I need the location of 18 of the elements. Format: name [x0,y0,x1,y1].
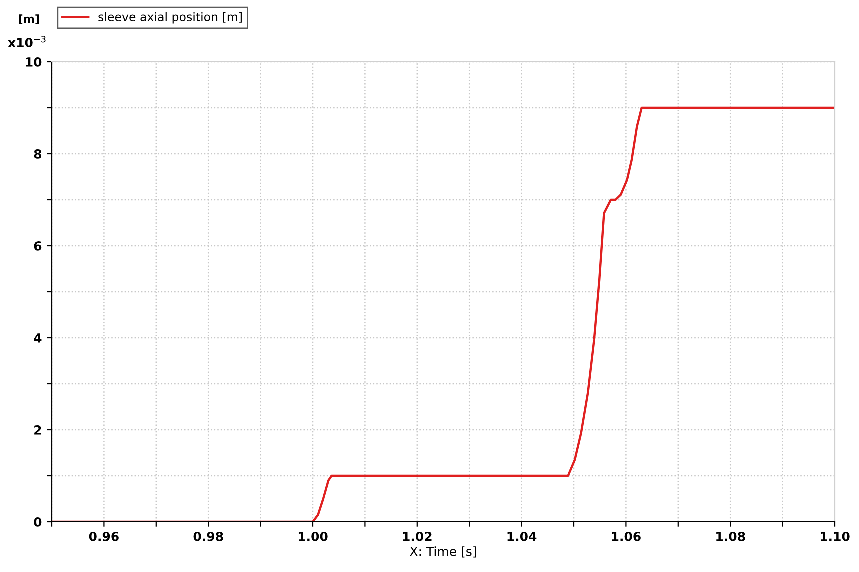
y-tick-label: 4 [34,334,42,343]
x-tick-label: 1.06 [612,532,641,542]
x-tick-label: 1.10 [820,532,850,542]
y-tick-label: 2 [34,425,42,435]
x-tick-label: 1.04 [508,532,537,542]
y-tick-label: 6 [34,241,42,251]
x-tick-label: 0.96 [89,532,119,542]
y-tick-label: 0 [34,517,42,527]
x-axis-title: X: Time [s] [410,546,476,558]
x-tick-label: 1.08 [716,532,746,542]
y-axis-title: [m] [19,14,40,25]
y-tick-label: 10 [26,57,42,67]
legend-label: sleeve axial position [m] [98,12,242,24]
x-tick-label: 1.02 [403,532,432,542]
x-tick-label: 1.00 [298,532,328,542]
x-tick-label: 0.98 [194,532,224,542]
y-tick-label: 8 [34,149,42,159]
text: x10$^{−3}$ [8,36,46,48]
